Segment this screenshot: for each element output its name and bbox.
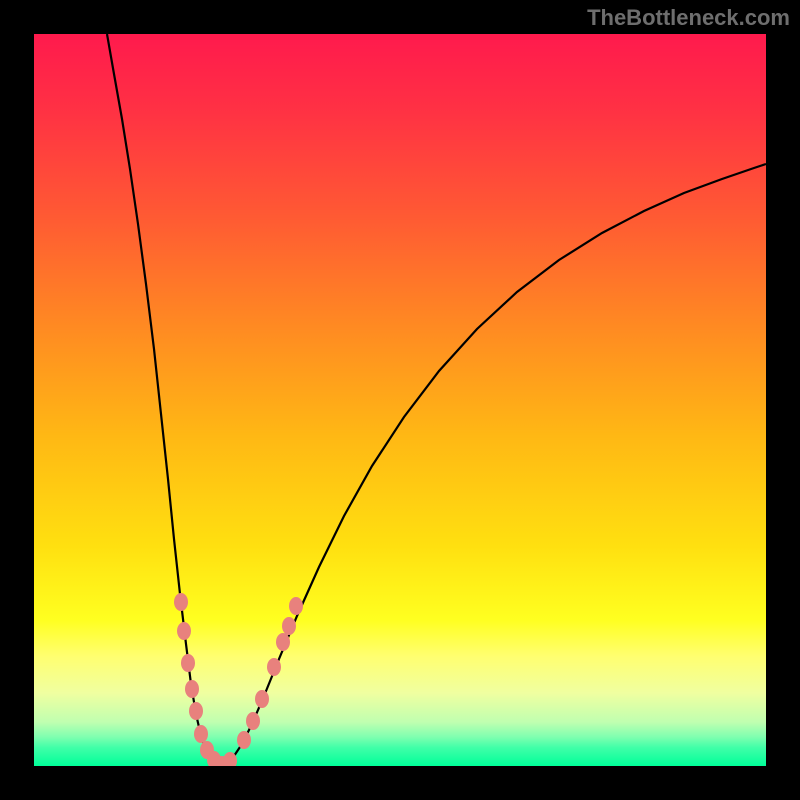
marker-point (185, 680, 199, 698)
marker-point (289, 597, 303, 615)
curve-layer (34, 34, 766, 766)
marker-point (237, 731, 251, 749)
marker-point (181, 654, 195, 672)
marker-point (267, 658, 281, 676)
curve-left (107, 34, 221, 765)
marker-point (246, 712, 260, 730)
plot-area (34, 34, 766, 766)
watermark-text: TheBottleneck.com (587, 5, 790, 31)
marker-group-right (237, 597, 303, 749)
marker-point (255, 690, 269, 708)
marker-point (194, 725, 208, 743)
curve-right (221, 164, 766, 765)
marker-point (177, 622, 191, 640)
marker-point (189, 702, 203, 720)
marker-point (276, 633, 290, 651)
chart-root: TheBottleneck.com (0, 0, 800, 800)
marker-point (282, 617, 296, 635)
marker-point (174, 593, 188, 611)
